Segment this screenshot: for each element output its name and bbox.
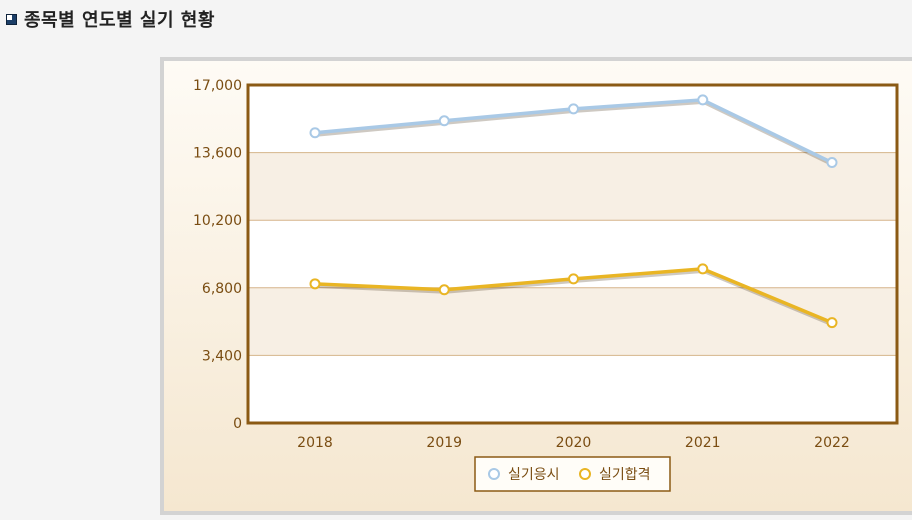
data-point xyxy=(826,157,838,169)
data-point xyxy=(309,127,321,139)
y-tick-label: 3,400 xyxy=(202,348,242,364)
square-bullet-icon xyxy=(6,13,17,25)
legend-label: 실기합격 xyxy=(599,467,651,483)
legend-marker xyxy=(579,468,591,480)
chart-canvas: 17,000 13,600 10,200 6,800 3,400 0 2018 2019 202… xyxy=(193,78,899,492)
x-tick-label: 2020 xyxy=(556,435,592,451)
data-point xyxy=(697,94,709,106)
data-point xyxy=(568,273,579,285)
y-tick-label: 0 xyxy=(233,416,242,432)
x-tick-label: 2018 xyxy=(297,435,333,451)
y-tick-label: 6,800 xyxy=(202,281,242,297)
legend-label: 실기응시 xyxy=(508,467,560,483)
data-point xyxy=(438,115,450,127)
data-point xyxy=(697,263,709,275)
plot-frame xyxy=(246,83,899,425)
page-title: 종목별 연도별 실기 현황 xyxy=(24,10,215,31)
data-point xyxy=(826,317,838,329)
x-tick-label: 2022 xyxy=(814,435,850,451)
plot-band xyxy=(248,85,897,153)
header: 종목별 연도별 실기 현황 xyxy=(6,6,215,32)
data-point xyxy=(309,278,321,290)
y-tick-label: 13,600 xyxy=(193,146,242,162)
plot-band xyxy=(248,355,897,423)
data-point xyxy=(438,284,450,296)
x-tick-label: 2019 xyxy=(426,435,462,451)
plot-band xyxy=(248,152,897,221)
y-tick-label: 17,000 xyxy=(193,78,242,94)
plot-band xyxy=(248,287,897,356)
legend-box xyxy=(474,456,671,492)
x-tick-label: 2021 xyxy=(685,435,721,451)
legend-marker xyxy=(488,468,500,480)
y-tick-label: 10,200 xyxy=(193,213,242,229)
legend: 실기응시 실기합격 xyxy=(474,456,671,492)
data-point xyxy=(568,103,579,115)
chart-panel: 17,000 13,600 10,200 6,800 3,400 0 2018 2019 202… xyxy=(160,57,912,515)
